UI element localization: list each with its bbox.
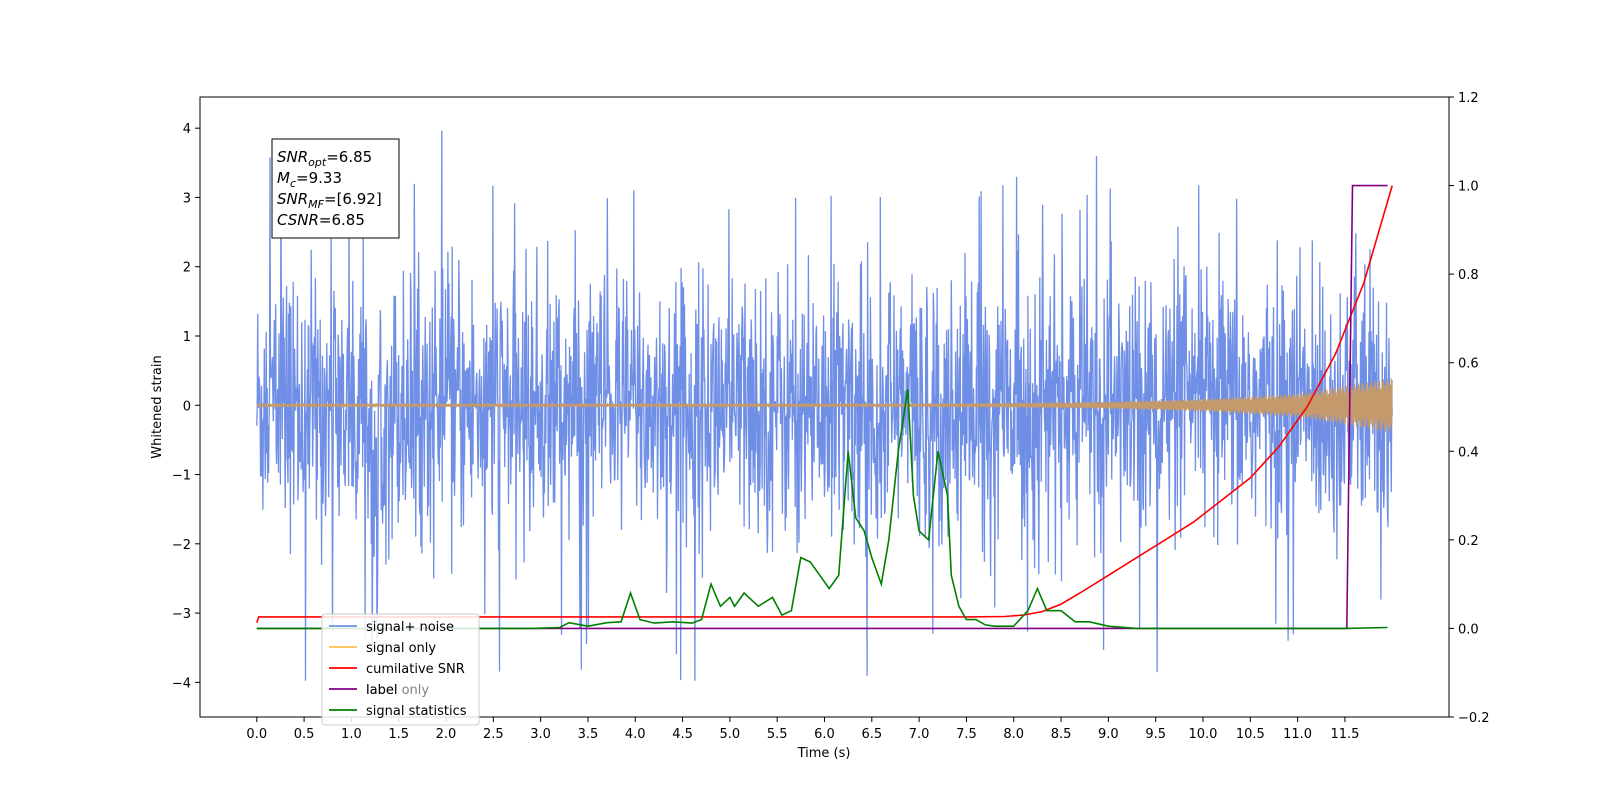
x-axis: 0.0 0.5 1.0 1.5 2.0 2.5 3.0 3.5 4.0 4.5 5.0 5.5 6.0 6… [246, 717, 1359, 742]
y-tick-label: 1 [183, 330, 191, 345]
x-tick-label: 10.0 [1189, 727, 1218, 742]
x-tick-label: 9.5 [1145, 727, 1166, 742]
y2-tick-label: 0.6 [1458, 357, 1479, 372]
signal-statistics-line [256, 389, 1388, 630]
y-tick-label: 0 [183, 399, 191, 414]
y-axis-left: −4 −3 −2 −1 0 1 2 3 4 [172, 122, 200, 691]
legend-label: signal statistics [366, 704, 467, 719]
signal-only-series [256, 378, 1393, 433]
x-tick-label: 8.5 [1051, 727, 1072, 742]
annotation-subscript: MF [308, 198, 324, 211]
signal-only-line [256, 378, 1393, 433]
annotation-line: CSNR=6.85 [277, 211, 365, 229]
x-tick-label: 7.5 [956, 727, 977, 742]
x-tick-label: 6.5 [861, 727, 882, 742]
x-tick-label: 0.5 [294, 727, 315, 742]
legend-label: signal+ noise [366, 620, 454, 635]
annotation-var: M [277, 169, 290, 187]
annotation-line: Mc=9.33 [277, 169, 342, 190]
annotation-line: SNRopt=6.85 [277, 148, 372, 169]
annotation-value: =9.33 [296, 169, 342, 187]
annotation-value: =6.85 [319, 211, 365, 229]
label-line [256, 184, 1388, 630]
x-tick-label: 4.5 [672, 727, 693, 742]
x-tick-label: 2.0 [436, 727, 457, 742]
x-axis-title: Time (s) [797, 746, 851, 761]
x-tick-label: 4.0 [625, 727, 646, 742]
annotation-var: SNR [277, 148, 308, 166]
x-tick-label: 5.0 [720, 727, 741, 742]
y-tick-label: 2 [183, 261, 191, 276]
annotation-var: CSNR [277, 211, 319, 229]
x-tick-label: 1.0 [341, 727, 362, 742]
legend-hidden-label: label only [366, 683, 429, 698]
y2-tick-label: 1.2 [1458, 91, 1479, 106]
y-tick-label: −3 [172, 607, 191, 622]
right-axis-series [256, 184, 1393, 630]
cumilative-snr-line [256, 185, 1393, 623]
annotation-subscript: opt [308, 156, 327, 169]
y2-tick-label: 0.4 [1458, 445, 1479, 460]
y2-tick-label: 0.8 [1458, 268, 1479, 283]
x-tick-label: 10.5 [1236, 727, 1265, 742]
legend: signal+ noise signal only cumilative SNR la… [321, 613, 480, 726]
x-tick-label: 2.5 [483, 727, 504, 742]
x-tick-label: 1.5 [388, 727, 409, 742]
annotation-value: =6.85 [326, 148, 372, 166]
y-axis-title: Whitened strain [150, 355, 165, 458]
y-tick-label: −1 [172, 469, 191, 484]
annotation-var: SNR [277, 190, 308, 208]
y-tick-label: 3 [183, 191, 191, 206]
y-axis-right: −0.2 0.0 0.2 0.4 0.6 0.8 1.0 1.2 [1449, 91, 1490, 726]
x-tick-label: 6.0 [814, 727, 835, 742]
legend-label: cumilative SNR [366, 662, 465, 677]
x-tick-label: 0.0 [246, 727, 267, 742]
y-tick-label: 4 [183, 122, 191, 137]
x-tick-label: 8.0 [1003, 727, 1024, 742]
y2-tick-label: 0.0 [1458, 622, 1479, 637]
y2-tick-label: −0.2 [1458, 711, 1490, 726]
y-tick-label: −2 [172, 538, 191, 553]
x-tick-label: 7.0 [909, 727, 930, 742]
x-tick-label: 3.5 [578, 727, 599, 742]
legend-label: signal only [366, 641, 436, 656]
x-tick-label: 9.0 [1098, 727, 1119, 742]
annotation-subscript: c [290, 177, 296, 190]
x-tick-label: 3.0 [530, 727, 551, 742]
x-tick-label: 11.0 [1283, 727, 1312, 742]
x-tick-label: 5.5 [767, 727, 788, 742]
y2-tick-label: 1.0 [1458, 180, 1479, 195]
y2-tick-label: 0.2 [1458, 534, 1479, 549]
annotation-line: SNRMF=[6.92] [277, 190, 382, 211]
annotation-value: =[6.92] [324, 190, 382, 208]
y-tick-label: −4 [172, 676, 191, 691]
x-tick-label: 11.5 [1330, 727, 1359, 742]
legend-label: label [366, 683, 397, 698]
